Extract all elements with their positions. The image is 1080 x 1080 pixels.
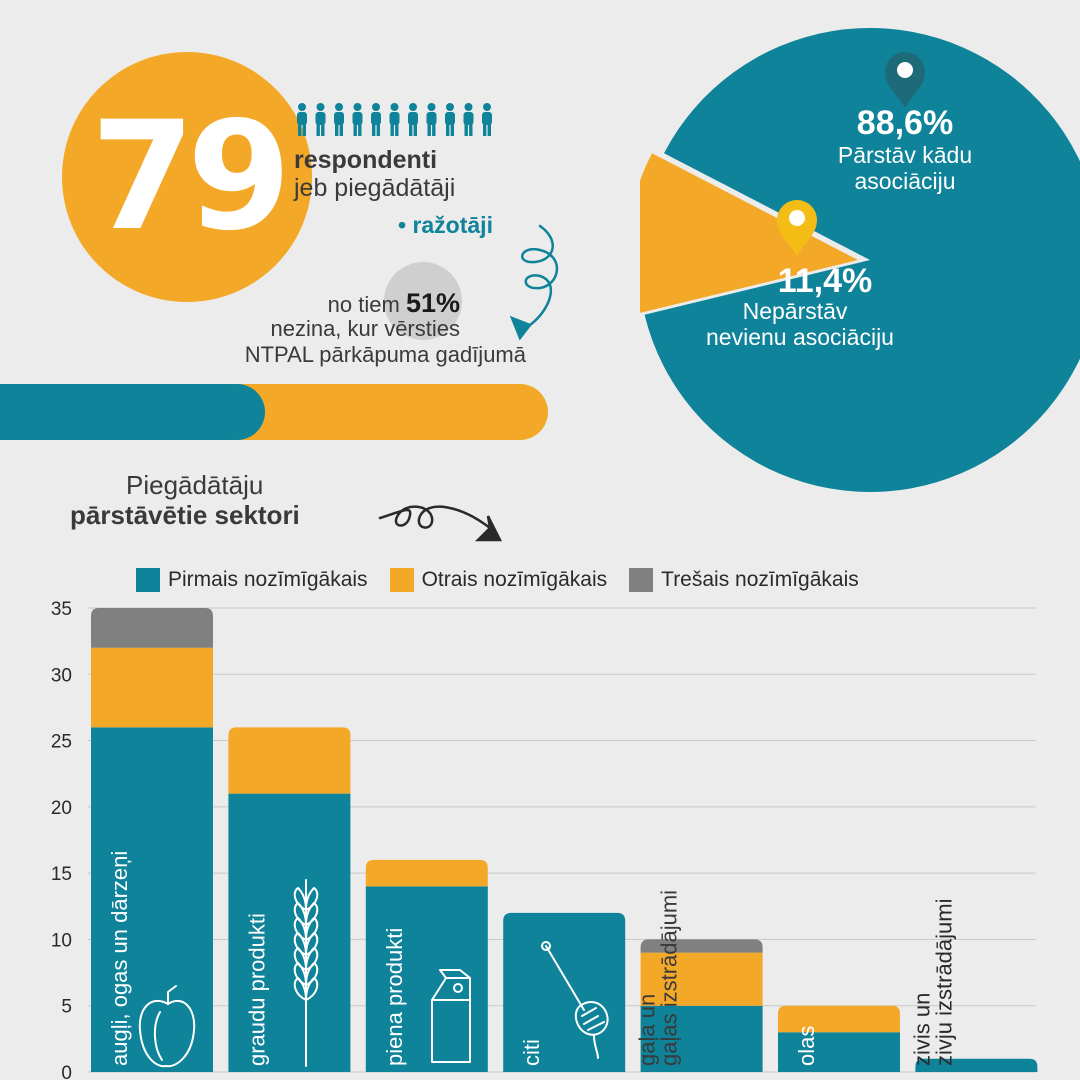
sectors-title-line1: Piegādātāju bbox=[126, 470, 264, 500]
progress-bar-fill bbox=[0, 384, 265, 440]
bar-segment bbox=[91, 608, 213, 648]
category-label: augļi, ogas un dārzeņi bbox=[107, 851, 132, 1066]
y-tick-label: 30 bbox=[51, 665, 72, 686]
pie-chart bbox=[640, 28, 1080, 492]
respondents-label: respondenti bbox=[294, 146, 438, 174]
y-tick-label: 35 bbox=[51, 599, 72, 620]
bar-segment bbox=[640, 939, 763, 953]
legend-item-first: Pirmais nozīmīgākais bbox=[136, 568, 368, 592]
stat-prefix: no tiem bbox=[327, 292, 400, 317]
person-icon bbox=[426, 103, 437, 136]
person-icon bbox=[463, 103, 474, 136]
loop-arrow-icon bbox=[378, 505, 503, 542]
bar-segment bbox=[228, 727, 351, 794]
respondents-line2: jeb piegādātāji bbox=[294, 174, 456, 202]
person-icon bbox=[334, 103, 344, 136]
milk-carton-icon bbox=[431, 969, 471, 1063]
bar-segment bbox=[778, 1005, 900, 1033]
legend-swatch-second bbox=[389, 568, 414, 592]
category-label: piena produkti bbox=[382, 928, 407, 1066]
stat-line2: nezina, kur vērsties bbox=[270, 316, 460, 341]
pie-label-represents-line1: Pārstāv kādu bbox=[837, 142, 973, 168]
legend-swatch-first bbox=[136, 568, 160, 592]
bar-segment bbox=[915, 1058, 1038, 1072]
bar-segment bbox=[778, 1032, 900, 1072]
legend-item-second: Otrais nozīmīgākais bbox=[389, 568, 608, 592]
legend-label-first: Pirmais nozīmīgākais bbox=[168, 568, 368, 591]
legend-swatch-third bbox=[629, 568, 654, 592]
stat-line3: NTPAL pārkāpuma gadījumā bbox=[244, 342, 526, 367]
bar-segment bbox=[91, 647, 213, 728]
legend-label-second: Otrais nozīmīgākais bbox=[421, 568, 608, 591]
people-icon-row bbox=[297, 103, 492, 136]
map-pin-icon bbox=[885, 52, 925, 108]
person-icon bbox=[389, 103, 400, 136]
respondents-number: 79 bbox=[90, 90, 292, 264]
y-tick-label: 25 bbox=[51, 732, 72, 753]
legend-item-third: Trešais nozīmīgākais bbox=[629, 568, 859, 592]
chart-legend: Pirmais nozīmīgākais Otrais nozīmīgākais… bbox=[136, 568, 881, 592]
pie-slice-represents bbox=[644, 28, 1080, 492]
person-icon bbox=[315, 103, 326, 136]
honey-dipper-icon bbox=[541, 941, 609, 1059]
bar-segment bbox=[228, 793, 351, 1072]
person-icon bbox=[352, 103, 363, 136]
person-icon bbox=[297, 103, 307, 136]
map-pin-icon bbox=[777, 200, 817, 256]
pie-label-not-represents-line1: Nepārstāv bbox=[742, 298, 848, 324]
respondents-circle bbox=[62, 52, 312, 302]
category-label: gaļa ungaļas izstrādājumi bbox=[635, 890, 682, 1066]
y-tick-label: 5 bbox=[61, 997, 72, 1018]
pie-percent-represents: 88,6% bbox=[856, 104, 954, 142]
stat-percent: 51% bbox=[405, 288, 460, 318]
pie-percent-not-represents: 11,4% bbox=[777, 262, 873, 300]
category-label: zivis unzivju izstrādājumi bbox=[909, 899, 956, 1067]
pie-label-not-represents-line2: nevienu asociāciju bbox=[706, 324, 894, 350]
curly-arrow-icon bbox=[509, 224, 559, 341]
pie-label-represents-line2: asociāciju bbox=[854, 168, 956, 194]
person-icon bbox=[445, 103, 455, 136]
y-tick-label: 20 bbox=[51, 798, 72, 819]
category-label: citi bbox=[519, 1039, 544, 1066]
person-icon bbox=[408, 103, 418, 136]
wheat-icon bbox=[293, 879, 319, 1067]
bar-segment bbox=[365, 886, 488, 1072]
legend-label-third: Trešais nozīmīgākais bbox=[661, 568, 859, 591]
stat-line1: no tiem 51% bbox=[190, 288, 460, 319]
bar-segment bbox=[365, 859, 488, 887]
y-tick-label: 0 bbox=[61, 1063, 72, 1080]
category-label: olas bbox=[794, 1026, 819, 1066]
bar-segment bbox=[503, 912, 626, 1072]
progress-bar bbox=[0, 384, 548, 440]
bar-segment bbox=[640, 952, 763, 1006]
bar-segment bbox=[640, 1005, 763, 1072]
bar-segment bbox=[91, 727, 213, 1072]
person-icon bbox=[371, 103, 381, 136]
respondents-line3: • ražotāji bbox=[398, 212, 493, 238]
person-icon bbox=[482, 103, 492, 136]
pepper-icon bbox=[138, 985, 196, 1068]
y-tick-label: 10 bbox=[51, 930, 72, 951]
y-tick-label: 15 bbox=[51, 864, 72, 885]
sectors-title-line2: pārstāvētie sektori bbox=[70, 500, 300, 530]
pie-slice-not-represents bbox=[640, 153, 858, 313]
category-label: graudu produkti bbox=[244, 913, 269, 1066]
percent-highlight-dot bbox=[384, 262, 462, 340]
